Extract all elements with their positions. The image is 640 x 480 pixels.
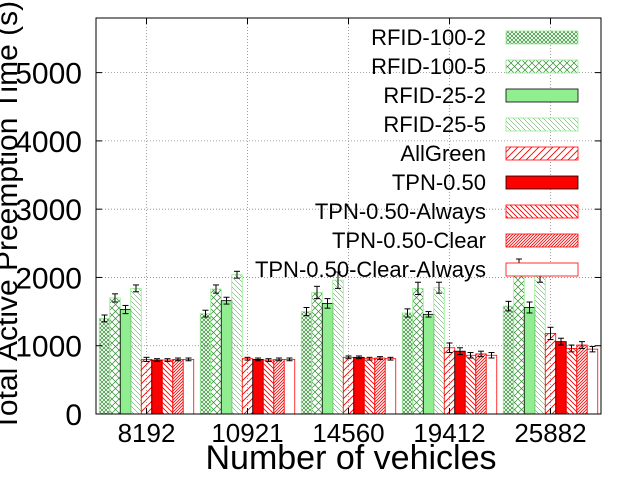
bar [332, 279, 344, 415]
legend-label: TPN-0.50-Clear-Always [255, 257, 486, 282]
bar [182, 358, 195, 415]
legend-swatch [505, 204, 579, 219]
bar [199, 313, 212, 415]
bar [109, 297, 121, 415]
bar [523, 307, 536, 415]
bar [464, 354, 477, 415]
bar [342, 356, 355, 415]
bar [513, 266, 525, 415]
legend-label: RFID-100-5 [371, 54, 486, 79]
bar [544, 333, 557, 415]
bar [353, 356, 365, 415]
bar [262, 359, 275, 415]
bar [151, 359, 163, 415]
legend-label: RFID-25-5 [383, 112, 486, 137]
bar [140, 358, 153, 415]
y-axis-label: Total Active Preemption Time (s) [0, 1, 24, 431]
legend-swatch [505, 30, 579, 45]
bar [210, 288, 222, 415]
legend-swatch [505, 175, 579, 190]
legend-swatch [505, 233, 579, 248]
error-bars [101, 258, 596, 362]
bar [443, 347, 456, 415]
y-tick-label: 1000 [15, 331, 82, 364]
bar [576, 344, 588, 415]
bar [454, 350, 466, 415]
bar [241, 358, 254, 415]
bar [283, 358, 296, 415]
x-tick-label: 19412 [413, 418, 485, 448]
legend-swatch [505, 117, 579, 132]
bar [172, 358, 184, 415]
x-axis-ticks: 8192 10921 14560 19412 25882 [118, 18, 587, 448]
bar [300, 311, 313, 415]
bar [422, 313, 435, 415]
bar [384, 358, 397, 415]
x-tick-label: 14560 [312, 418, 384, 448]
y-tick-label: 2000 [15, 262, 82, 295]
legend: RFID-100-2 RFID-100-5 RFID-25-2 RFID-25-5 Al… [255, 25, 579, 282]
bar [98, 318, 111, 415]
y-axis-ticks: 0 1000 2000 3000 4000 5000 [15, 58, 601, 432]
y-tick-label: 3000 [15, 194, 82, 227]
bar [374, 357, 386, 415]
y-tick-label: 0 [65, 399, 82, 432]
legend-swatch [505, 146, 579, 161]
bar [321, 302, 334, 415]
bar [534, 273, 546, 415]
y-tick-label: 5000 [15, 58, 82, 91]
bar [130, 287, 142, 415]
bar [502, 305, 515, 415]
legend-swatch [505, 59, 579, 74]
x-tick-label: 10921 [211, 418, 283, 448]
bar [412, 287, 424, 415]
legend-label: AllGreen [400, 141, 486, 166]
bar [475, 353, 487, 415]
bar [555, 341, 567, 415]
y-tick-label: 4000 [15, 126, 82, 159]
legend-label: RFID-25-2 [383, 83, 486, 108]
legend-swatch [505, 262, 579, 277]
bar [485, 354, 498, 415]
bar [401, 312, 414, 415]
bar [119, 309, 132, 415]
legend-label: TPN-0.50-Clear [332, 228, 486, 253]
bar [273, 358, 285, 415]
bar [231, 274, 243, 415]
legend-label: RFID-100-2 [371, 25, 486, 50]
bar [311, 292, 323, 415]
x-tick-label: 8192 [118, 418, 176, 448]
bar [220, 300, 233, 415]
legend-label: TPN-0.50 [392, 170, 486, 195]
bar [433, 287, 445, 415]
bar [161, 359, 174, 415]
x-tick-label: 25882 [514, 418, 586, 448]
bar [363, 358, 376, 415]
legend-label: TPN-0.50-Always [315, 199, 486, 224]
bar [252, 358, 264, 415]
legend-swatch [505, 88, 579, 103]
bar [586, 348, 599, 415]
bar [565, 348, 578, 415]
x-axis-label: Number of vehicles [205, 439, 496, 477]
